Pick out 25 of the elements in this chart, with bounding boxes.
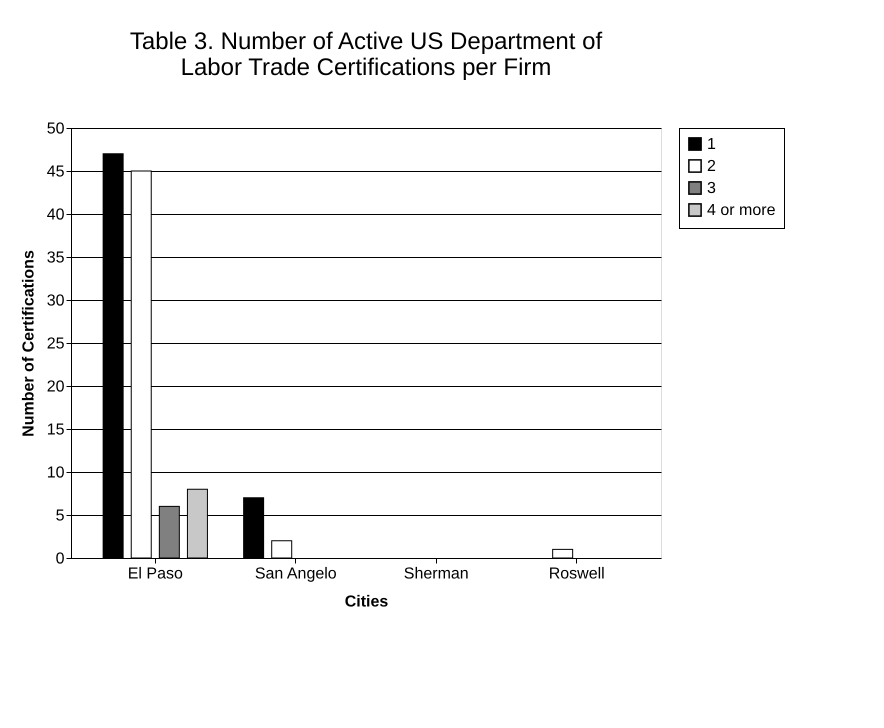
legend-label: 2	[707, 158, 716, 175]
y-tick-label: 40	[46, 206, 65, 224]
x-tick-label: Sherman	[404, 566, 469, 582]
y-tick-label: 45	[46, 164, 65, 180]
y-tick-label: 25	[46, 336, 65, 352]
y-tick-label: 50	[46, 120, 65, 138]
legend-label: 1	[707, 136, 716, 153]
y-tick-label: 15	[46, 422, 65, 438]
y-tick-label: 0	[56, 550, 65, 568]
y-axis-title: Number of Certifications	[20, 250, 38, 437]
bar	[552, 548, 574, 558]
legend-label: 4 or more	[707, 202, 776, 219]
text: Table 3. Number of Active US Department of	[130, 28, 602, 55]
y-tick-label: 20	[46, 378, 65, 396]
y-tick-label: 30	[46, 292, 65, 310]
legend-label: 3	[707, 180, 716, 197]
text: Labor Trade Certifications per Firm	[180, 54, 552, 81]
x-tick-label: Roswell	[548, 566, 605, 582]
x-tick-label: San Angelo	[254, 566, 337, 582]
x-tick-label: El Paso	[128, 566, 183, 582]
x-axis-title: Cities	[344, 594, 388, 610]
y-tick-label: 10	[46, 464, 65, 482]
y-tick-label: 5	[56, 508, 65, 524]
bar	[271, 540, 292, 558]
y-tick-label: 35	[46, 250, 65, 266]
